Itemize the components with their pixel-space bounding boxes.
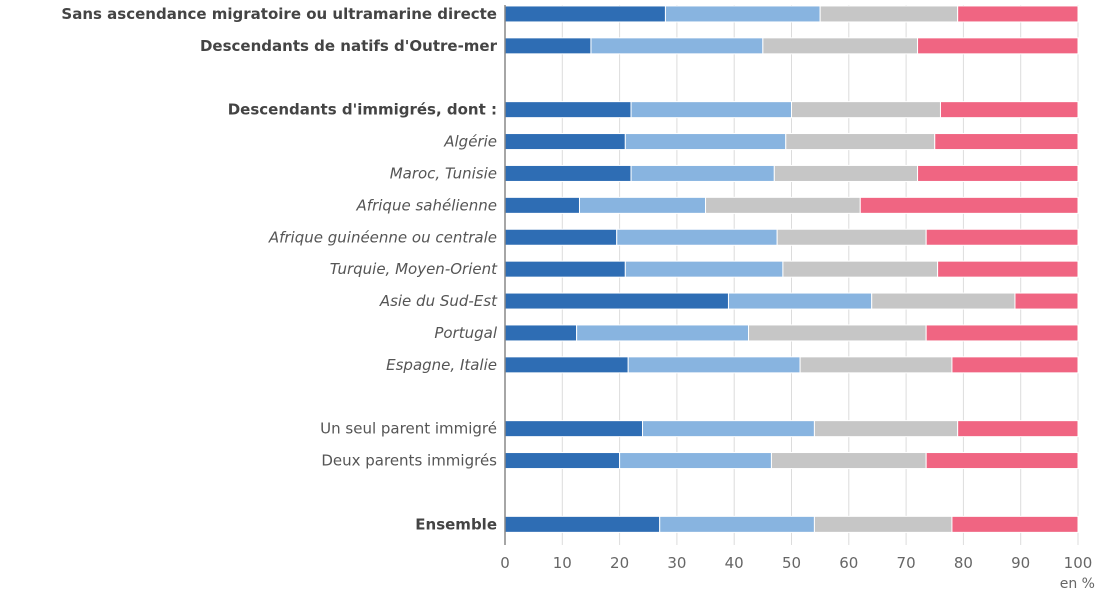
bar-segment bbox=[937, 260, 1079, 278]
bar-segment bbox=[785, 133, 936, 151]
bar-segment bbox=[813, 515, 953, 533]
x-axis-unit-label: en % bbox=[1060, 576, 1095, 592]
bar-segment bbox=[773, 164, 919, 182]
bar-segment bbox=[659, 515, 815, 533]
bar-segment bbox=[664, 5, 821, 23]
category-label: Descendants de natifs d'Outre-mer bbox=[200, 37, 498, 55]
bar-segment bbox=[590, 37, 764, 55]
bar-segment bbox=[576, 324, 750, 342]
category-label: Asie du Sud-Est bbox=[379, 292, 498, 310]
x-tick-label: 50 bbox=[782, 554, 801, 572]
bar-segment bbox=[917, 37, 1079, 55]
category-label: Ensemble bbox=[415, 515, 497, 533]
bar-segment bbox=[819, 5, 959, 23]
x-axis-ticks: 0 10 20 30 40 50 60 70 80 90 100 bbox=[500, 554, 1092, 572]
category-label: Sans ascendance migratoire ou ultramarin… bbox=[61, 5, 497, 23]
bar-segment bbox=[813, 420, 959, 438]
bar-segment bbox=[578, 196, 707, 214]
bar-segment bbox=[957, 5, 1079, 23]
bar-segment bbox=[776, 228, 927, 246]
category-label: Algérie bbox=[443, 133, 497, 151]
bar-segment bbox=[630, 101, 792, 119]
bar-segment bbox=[504, 37, 592, 55]
x-tick-label: 70 bbox=[897, 554, 916, 572]
category-label: Espagne, Italie bbox=[386, 356, 497, 374]
bar-segment bbox=[727, 292, 873, 310]
bars bbox=[504, 5, 1079, 533]
bar-segment bbox=[925, 324, 1079, 342]
bar-segment bbox=[616, 228, 778, 246]
bar-segment bbox=[504, 292, 729, 310]
bar-segment bbox=[705, 196, 861, 214]
bar-segment bbox=[504, 101, 632, 119]
bar-segment bbox=[630, 164, 775, 182]
category-label: Afrique guinéenne ou centrale bbox=[268, 228, 497, 246]
x-tick-label: 90 bbox=[1011, 554, 1030, 572]
bar-segment bbox=[624, 133, 787, 151]
bar-segment bbox=[504, 5, 666, 23]
category-label: Turquie, Moyen-Orient bbox=[330, 260, 498, 278]
category-label: Afrique sahélienne bbox=[356, 196, 497, 214]
bar-segment bbox=[934, 133, 1079, 151]
category-label: Un seul parent immigré bbox=[320, 420, 497, 438]
x-tick-label: 100 bbox=[1064, 554, 1093, 572]
x-tick-label: 60 bbox=[839, 554, 858, 572]
bar-segment bbox=[951, 356, 1079, 374]
bar-segment bbox=[504, 228, 618, 246]
bar-segment bbox=[925, 228, 1079, 246]
bar-segment bbox=[791, 101, 941, 119]
bar-segment bbox=[504, 324, 578, 342]
category-label: Deux parents immigrés bbox=[321, 452, 497, 470]
bar-segment bbox=[951, 515, 1079, 533]
bar-segment bbox=[957, 420, 1079, 438]
bar-segment bbox=[504, 196, 580, 214]
category-label: Portugal bbox=[434, 324, 497, 342]
bar-segment bbox=[871, 292, 1016, 310]
bar-segment bbox=[504, 164, 632, 182]
bar-segment bbox=[504, 133, 626, 151]
category-label: Descendants d'immigrés, dont : bbox=[228, 101, 497, 119]
bar-segment bbox=[782, 260, 939, 278]
bar-segment bbox=[504, 356, 629, 374]
bar-segment bbox=[917, 164, 1079, 182]
bar-segment bbox=[748, 324, 927, 342]
bar-segment bbox=[624, 260, 784, 278]
bar-segment bbox=[939, 101, 1079, 119]
bar-segment bbox=[619, 452, 772, 470]
bar-segment bbox=[504, 515, 661, 533]
bar-segment bbox=[925, 452, 1079, 470]
x-tick-label: 20 bbox=[610, 554, 629, 572]
bar-segment bbox=[799, 356, 953, 374]
bar-segment bbox=[762, 37, 919, 55]
category-label: Maroc, Tunisie bbox=[390, 164, 497, 182]
bar-segment bbox=[1014, 292, 1079, 310]
bar-segment bbox=[504, 452, 621, 470]
bar-segment bbox=[642, 420, 815, 438]
x-tick-label: 0 bbox=[500, 554, 510, 572]
category-labels: Sans ascendance migratoire ou ultramarin… bbox=[61, 5, 498, 533]
x-tick-label: 10 bbox=[553, 554, 572, 572]
bar-segment bbox=[504, 260, 626, 278]
bar-segment bbox=[627, 356, 801, 374]
bar-segment bbox=[504, 420, 644, 438]
x-tick-label: 40 bbox=[725, 554, 744, 572]
bar-segment bbox=[859, 196, 1079, 214]
x-tick-label: 30 bbox=[667, 554, 686, 572]
x-tick-label: 80 bbox=[954, 554, 973, 572]
bar-segment bbox=[770, 452, 927, 470]
